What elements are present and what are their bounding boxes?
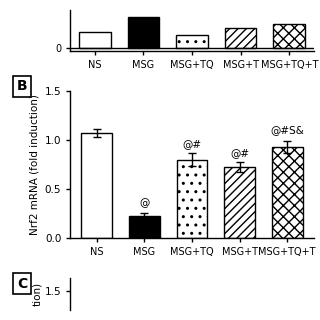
- Text: @#: @#: [182, 139, 202, 149]
- Bar: [79, 32, 110, 48]
- Bar: [225, 28, 256, 48]
- Text: @#S&: @#S&: [270, 125, 304, 135]
- Bar: [274, 24, 305, 48]
- Bar: [129, 216, 160, 238]
- Text: @#: @#: [230, 148, 249, 158]
- Bar: [82, 133, 112, 238]
- Text: B: B: [17, 79, 28, 93]
- Bar: [176, 35, 208, 48]
- Bar: [177, 159, 207, 238]
- Bar: [128, 17, 159, 48]
- Y-axis label: Nrf2 mRNA (fold induction): Nrf2 mRNA (fold induction): [29, 94, 39, 235]
- Bar: [272, 147, 302, 238]
- Y-axis label: tion): tion): [32, 282, 42, 306]
- Text: C: C: [17, 276, 27, 291]
- Bar: [224, 167, 255, 238]
- Text: @: @: [139, 198, 150, 208]
